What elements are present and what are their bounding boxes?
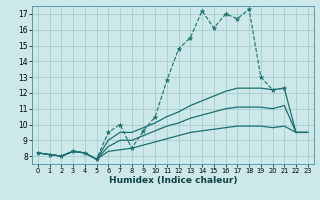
X-axis label: Humidex (Indice chaleur): Humidex (Indice chaleur): [108, 176, 237, 185]
